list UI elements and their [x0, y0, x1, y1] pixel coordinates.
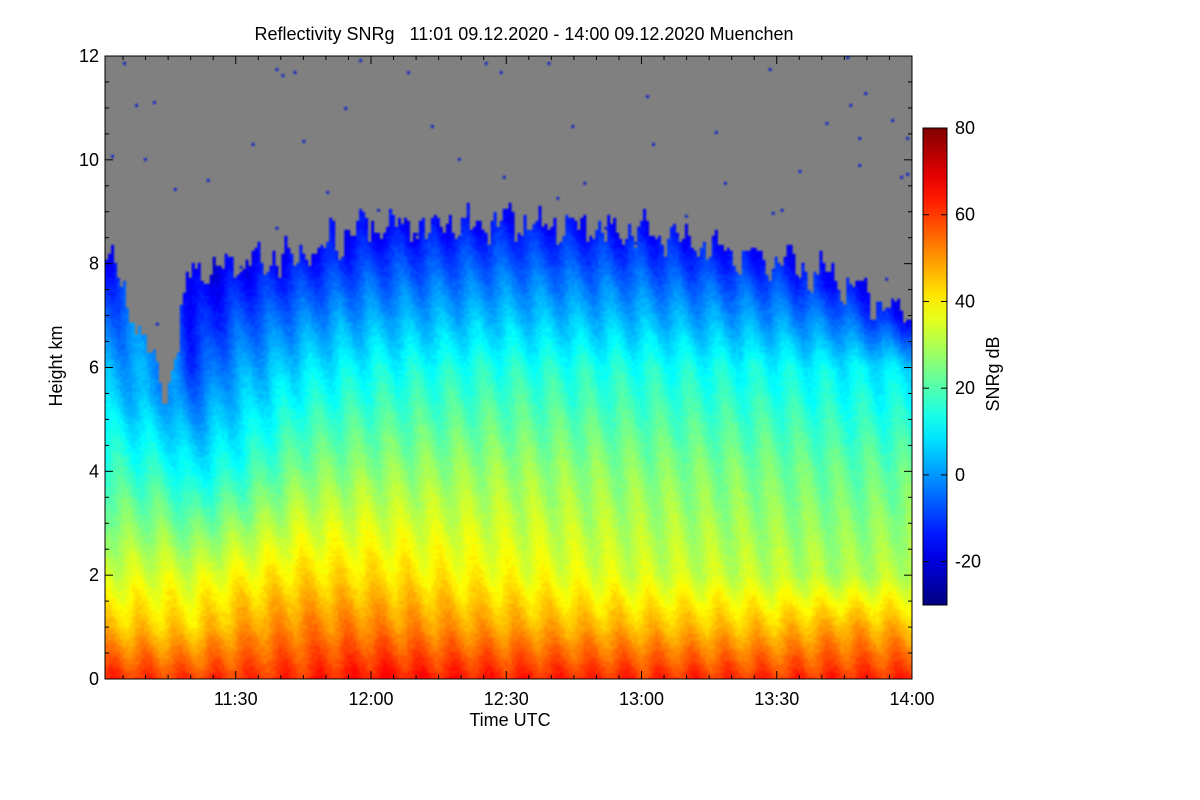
x-tick-label: 13:00	[619, 689, 664, 709]
y-tick-label: 12	[79, 46, 99, 66]
colorbar-tick-label: 40	[955, 291, 975, 311]
y-tick-label: 10	[79, 150, 99, 170]
x-tick-label: 11:30	[214, 689, 258, 709]
colorbar-tick-label: 20	[955, 378, 975, 398]
colorbar-tick-label: 60	[955, 205, 975, 225]
y-tick-label: 6	[89, 358, 99, 378]
chart-title: Reflectivity SNRg 11:01 09.12.2020 - 14:…	[254, 24, 793, 44]
x-axis: 11:30 12:00 12:30 13:00 13:30 14:00	[122, 56, 935, 709]
colorbar-ramp	[922, 127, 948, 606]
colorbar: -20 0 20 40 60 80 SNRg dB	[922, 118, 1003, 606]
y-tick-label: 2	[89, 565, 99, 585]
x-tick-label: 12:00	[348, 689, 393, 709]
colorbar-tick-label: -20	[955, 552, 981, 572]
y-tick-label: 0	[89, 669, 99, 689]
heatmap-image	[105, 56, 912, 679]
heatmap	[105, 56, 912, 679]
y-tick-label: 8	[89, 254, 99, 274]
colorbar-tick-label: 80	[955, 118, 975, 138]
y-axis: 0 2 4 6 8 10 12	[79, 46, 912, 689]
x-tick-label: 14:00	[889, 689, 934, 709]
x-tick-label: 13:30	[754, 689, 799, 709]
y-axis-label: Height km	[46, 325, 66, 406]
y-tick-label: 4	[89, 461, 99, 481]
x-axis-label: Time UTC	[469, 710, 550, 730]
x-tick-label: 12:30	[484, 689, 529, 709]
colorbar-tick-label: 0	[955, 465, 965, 485]
colorbar-ticks: -20 0 20 40 60 80	[923, 118, 981, 572]
colorbar-label: SNRg dB	[983, 336, 1003, 411]
